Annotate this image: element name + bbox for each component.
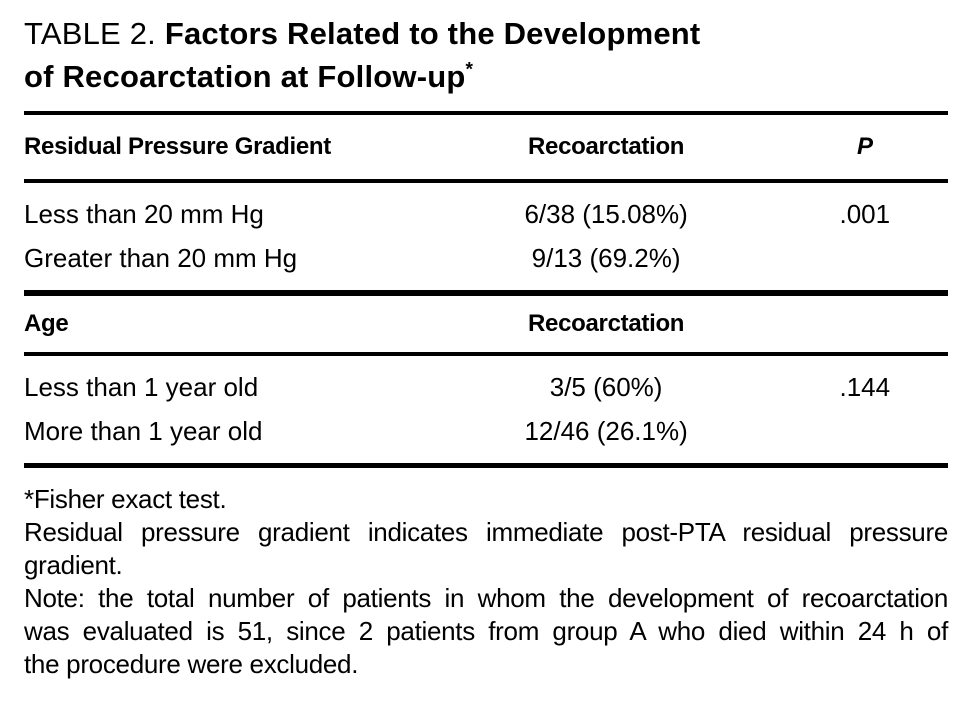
factors-table: Residual Pressure Gradient Recoarctation…	[24, 111, 948, 468]
footnote-line: Note: the total number of patients in wh…	[24, 583, 948, 613]
p-value-cell	[782, 409, 948, 453]
recoarctation-cell: 6/38 (15.08%)	[524, 199, 688, 229]
p-value-cell: .144	[839, 372, 891, 402]
table-number: TABLE 2.	[24, 16, 156, 51]
header-row-age: Age Recoarctation	[24, 290, 948, 356]
table-row: Greater than 20 mm Hg 9/13 (69.2%)	[24, 236, 948, 280]
p-value-cell	[782, 236, 948, 280]
column-header-p-value: P	[856, 133, 873, 160]
footnote-fisher-exact-test: *Fisher exact test.	[24, 483, 948, 516]
table-row: More than 1 year old 12/46 (26.1%)	[24, 409, 948, 453]
footnote-line: the procedure were excluded.	[24, 649, 359, 679]
column-header-recoarctation: Recoarctation	[528, 310, 685, 337]
factor-cell: Less than 1 year old	[24, 372, 259, 402]
factor-cell: Greater than 20 mm Hg	[24, 243, 298, 273]
table-title-line2: of Recoarctation at Follow-up	[24, 59, 466, 94]
table-row: Less than 1 year old 3/5 (60%) .144	[24, 365, 948, 409]
recoarctation-cell: 9/13 (69.2%)	[531, 243, 681, 273]
table-title: TABLE 2. Factors Related to the Developm…	[24, 12, 948, 98]
factor-cell: Less than 20 mm Hg	[24, 199, 264, 229]
header-row-residual-pressure-gradient: Residual Pressure Gradient Recoarctation…	[24, 115, 948, 183]
factor-cell: More than 1 year old	[24, 416, 263, 446]
recoarctation-cell: 12/46 (26.1%)	[524, 416, 688, 446]
column-header-residual-pressure-gradient: Residual Pressure Gradient	[24, 133, 331, 160]
p-value-cell: .001	[839, 199, 891, 229]
table-body-gradient: Less than 20 mm Hg 6/38 (15.08%) .001 Gr…	[24, 183, 948, 290]
table-footnotes: *Fisher exact test. Residual pressure gr…	[24, 483, 948, 681]
footnote-line: was evaluated is 51, since 2 patients fr…	[24, 616, 948, 646]
recoarctation-cell: 3/5 (60%)	[549, 372, 663, 402]
column-header-recoarctation: Recoarctation	[528, 133, 685, 160]
table-title-footnote-marker: *	[465, 59, 474, 81]
table-row: Less than 20 mm Hg 6/38 (15.08%) .001	[24, 192, 948, 236]
table-title-line1: Factors Related to the Development	[164, 16, 701, 51]
footnote-residual-pressure-gradient: Residual pressure gradient indicates imm…	[24, 516, 948, 582]
footnote-line: gradient.	[24, 550, 123, 580]
footnote-line: Residual pressure gradient indicates imm…	[24, 517, 948, 547]
footnote-line: *Fisher exact test.	[24, 484, 227, 514]
column-header-age: Age	[24, 310, 69, 337]
table-body-age: Less than 1 year old 3/5 (60%) .144 More…	[24, 356, 948, 468]
footnote-note-patient-count: Note: the total number of patients in wh…	[24, 582, 948, 681]
